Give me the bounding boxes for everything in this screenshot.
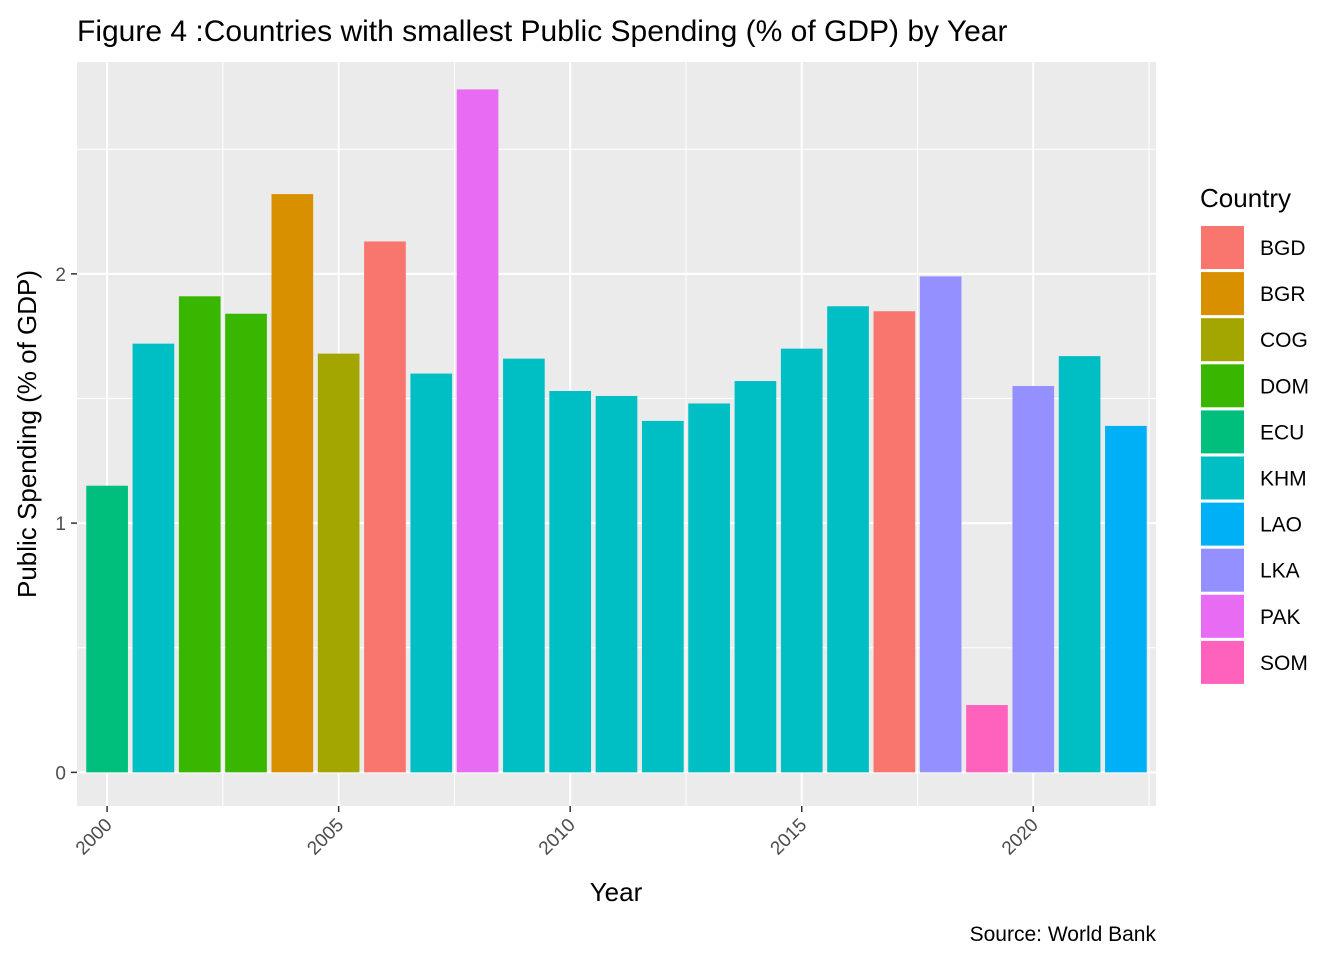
bar-2006-bgd xyxy=(364,241,406,773)
x-tick-label: 2005 xyxy=(303,815,348,860)
legend-items: BGD BGR COG DOM ECU KHM LAO LKA PAK SOM xyxy=(1201,226,1309,684)
bar-2014-khm xyxy=(734,381,777,773)
bar-2015-khm xyxy=(780,348,823,773)
bar-2017-bgd xyxy=(873,311,916,773)
legend-title: Country xyxy=(1200,183,1291,213)
y-tick-label: 0 xyxy=(55,763,66,784)
bar-2021-khm xyxy=(1058,356,1101,773)
bar-2020-lka xyxy=(1012,386,1055,773)
y-axis: 0 1 2 xyxy=(55,265,77,784)
legend-swatch-bgr xyxy=(1201,272,1244,316)
legend-swatch-bgd xyxy=(1201,226,1244,269)
bar-2007-khm xyxy=(410,373,453,773)
x-axis-title: Year xyxy=(590,877,643,907)
bar-2002-dom xyxy=(178,296,221,773)
bar-2004-bgr xyxy=(271,194,314,773)
bars xyxy=(86,89,1147,773)
legend-swatch-som xyxy=(1201,640,1244,684)
bar-2003-dom xyxy=(225,313,267,773)
caption: Source: World Bank xyxy=(970,923,1157,946)
legend-swatch-lao xyxy=(1201,502,1244,546)
x-axis: 2000 2005 2010 2015 2020 xyxy=(72,806,1043,859)
x-tick-label: 2015 xyxy=(767,815,812,860)
legend-swatch-dom xyxy=(1201,364,1244,408)
bar-2001-khm xyxy=(132,343,175,773)
legend-swatch-lka xyxy=(1201,548,1244,592)
x-tick-label: 2010 xyxy=(535,815,580,860)
legend-label-dom: DOM xyxy=(1260,375,1309,398)
bar-2016-khm xyxy=(827,306,869,773)
legend-label-pak: PAK xyxy=(1260,606,1300,629)
legend-label-som: SOM xyxy=(1260,652,1308,675)
bar-2019-som xyxy=(966,705,1008,773)
bar-2011-khm xyxy=(595,395,638,773)
x-tick-label: 2000 xyxy=(72,815,117,860)
legend-label-bgd: BGD xyxy=(1260,237,1306,260)
y-tick-label: 1 xyxy=(55,514,66,535)
x-tick-label: 2020 xyxy=(998,815,1043,860)
y-axis-title: Public Spending (% of GDP) xyxy=(12,270,42,598)
bar-2000-ecu xyxy=(86,485,128,773)
bar-2009-khm xyxy=(503,358,545,773)
bar-2018-lka xyxy=(919,276,962,773)
bar-2005-cog xyxy=(317,353,360,773)
bar-2010-khm xyxy=(549,391,592,773)
bar-2008-pak xyxy=(456,89,499,773)
bar-2012-khm xyxy=(641,420,684,773)
legend-swatch-khm xyxy=(1201,456,1244,500)
legend-label-lao: LAO xyxy=(1260,514,1302,537)
legend-label-bgr: BGR xyxy=(1260,283,1306,306)
legend-swatch-pak xyxy=(1201,594,1244,638)
y-tick-label: 2 xyxy=(55,265,66,286)
bar-2013-khm xyxy=(688,403,730,773)
legend-swatch-cog xyxy=(1201,318,1244,362)
legend-label-cog: COG xyxy=(1260,329,1308,352)
bar-2022-lao xyxy=(1105,425,1147,773)
legend-label-ecu: ECU xyxy=(1260,421,1304,444)
legend: Country BGD BGR COG DOM ECU KHM LAO LKA PAK SOM xyxy=(1200,183,1309,684)
chart-title: Figure 4 :Countries with smallest Public… xyxy=(77,15,1007,48)
legend-swatch-ecu xyxy=(1201,410,1244,454)
legend-label-khm: KHM xyxy=(1260,468,1307,491)
legend-label-lka: LKA xyxy=(1260,560,1300,583)
